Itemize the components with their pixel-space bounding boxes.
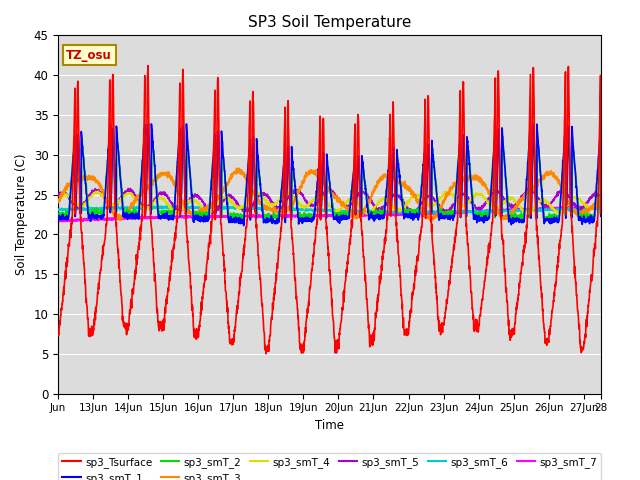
sp3_Tsurface: [54, 330, 62, 336]
sp3_Tsurface: [333, 343, 341, 348]
sp3_smT_5: [394, 194, 402, 200]
sp3_smT_3: [597, 200, 605, 206]
sp3_smT_3: [579, 211, 587, 217]
sp3_smT_1: [145, 121, 152, 127]
sp3_smT_2: [333, 213, 340, 218]
Legend: sp3_Tsurface, sp3_smT_1, sp3_smT_2, sp3_smT_3, sp3_smT_4, sp3_smT_5, sp3_smT_6, : sp3_Tsurface, sp3_smT_1, sp3_smT_2, sp3_…: [58, 453, 602, 480]
sp3_smT_4: [333, 208, 341, 214]
Y-axis label: Soil Temperature (C): Soil Temperature (C): [15, 154, 28, 275]
sp3_smT_3: [86, 174, 94, 180]
sp3_smT_1: [333, 218, 341, 224]
sp3_smT_4: [94, 188, 102, 194]
sp3_smT_7: [597, 204, 605, 209]
sp3_smT_7: [333, 213, 340, 219]
sp3_smT_2: [499, 128, 506, 133]
sp3_smT_3: [333, 194, 341, 200]
sp3_Tsurface: [412, 267, 419, 273]
sp3_Tsurface: [515, 293, 522, 299]
sp3_smT_7: [62, 218, 70, 224]
sp3_smT_1: [395, 168, 403, 174]
sp3_smT_7: [579, 206, 586, 212]
sp3_smT_7: [86, 216, 94, 222]
Title: SP3 Soil Temperature: SP3 Soil Temperature: [248, 15, 412, 30]
sp3_smT_1: [579, 218, 587, 224]
sp3_smT_6: [86, 206, 94, 212]
sp3_smT_2: [54, 213, 62, 219]
sp3_smT_4: [86, 194, 94, 200]
sp3_smT_3: [412, 195, 419, 201]
sp3_smT_3: [116, 217, 124, 223]
sp3_Tsurface: [86, 328, 94, 334]
sp3_Tsurface: [262, 351, 270, 357]
sp3_smT_6: [163, 203, 171, 208]
sp3_smT_1: [515, 216, 522, 222]
sp3_smT_6: [54, 207, 62, 213]
sp3_smT_7: [591, 204, 599, 209]
X-axis label: Time: Time: [316, 419, 344, 432]
sp3_smT_2: [411, 207, 419, 213]
Line: sp3_smT_3: sp3_smT_3: [58, 168, 601, 220]
sp3_smT_6: [411, 209, 419, 215]
sp3_smT_1: [412, 212, 419, 218]
sp3_smT_7: [395, 212, 403, 217]
sp3_smT_6: [579, 206, 587, 212]
sp3_smT_7: [411, 212, 419, 217]
sp3_smT_2: [579, 216, 587, 221]
sp3_smT_4: [515, 202, 522, 208]
sp3_smT_2: [514, 214, 522, 220]
Line: sp3_Tsurface: sp3_Tsurface: [58, 66, 601, 354]
sp3_smT_5: [597, 197, 605, 203]
sp3_smT_2: [597, 202, 605, 208]
Line: sp3_smT_5: sp3_smT_5: [58, 188, 601, 214]
sp3_Tsurface: [597, 206, 605, 212]
sp3_smT_6: [597, 206, 605, 212]
sp3_smT_5: [526, 185, 534, 191]
sp3_smT_3: [233, 166, 241, 171]
sp3_Tsurface: [144, 63, 152, 69]
sp3_smT_7: [514, 207, 522, 213]
sp3_smT_5: [333, 193, 340, 199]
sp3_smT_4: [395, 208, 403, 214]
sp3_smT_6: [395, 210, 403, 216]
sp3_smT_7: [54, 218, 62, 224]
sp3_smT_1: [86, 215, 94, 220]
sp3_smT_3: [395, 180, 403, 186]
sp3_smT_4: [172, 211, 180, 217]
sp3_smT_6: [515, 208, 522, 214]
sp3_smT_1: [240, 223, 248, 228]
Line: sp3_smT_6: sp3_smT_6: [58, 205, 601, 214]
sp3_smT_1: [597, 209, 605, 215]
sp3_smT_4: [579, 200, 587, 205]
sp3_smT_4: [54, 199, 62, 204]
sp3_smT_3: [54, 199, 62, 205]
sp3_smT_3: [515, 201, 522, 206]
sp3_smT_2: [554, 218, 561, 224]
sp3_smT_2: [86, 210, 94, 216]
sp3_smT_5: [411, 208, 419, 214]
sp3_Tsurface: [395, 252, 403, 258]
sp3_smT_5: [86, 191, 94, 197]
sp3_smT_2: [394, 161, 402, 167]
sp3_smT_6: [414, 211, 422, 217]
sp3_smT_5: [410, 211, 417, 216]
sp3_smT_5: [579, 204, 587, 210]
sp3_smT_4: [597, 193, 605, 199]
sp3_smT_6: [333, 208, 340, 214]
sp3_smT_5: [514, 200, 522, 206]
sp3_smT_4: [412, 192, 419, 198]
sp3_smT_5: [54, 192, 62, 198]
sp3_smT_1: [54, 213, 62, 219]
Line: sp3_smT_4: sp3_smT_4: [58, 191, 601, 214]
Line: sp3_smT_2: sp3_smT_2: [58, 131, 601, 221]
Line: sp3_smT_1: sp3_smT_1: [58, 124, 601, 226]
Text: TZ_osu: TZ_osu: [67, 48, 112, 61]
Line: sp3_smT_7: sp3_smT_7: [58, 206, 601, 221]
sp3_Tsurface: [579, 347, 587, 352]
